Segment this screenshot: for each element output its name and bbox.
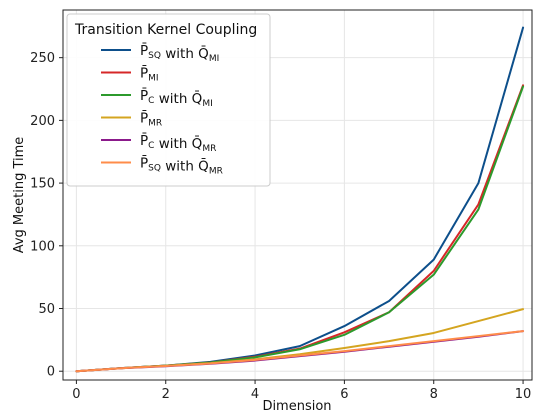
- y-tick-label: 150: [30, 177, 55, 192]
- legend-label-3: P̄MR: [140, 109, 162, 128]
- y-tick-label: 100: [30, 239, 55, 254]
- x-tick-label: 10: [515, 387, 532, 402]
- series-line-5: [75, 330, 525, 373]
- legend-title: Transition Kernel Coupling: [74, 22, 257, 38]
- y-tick-label: 200: [30, 114, 55, 129]
- legend-label-5: P̄SQ with Q̄MR: [140, 154, 223, 176]
- y-tick-label: 0: [47, 365, 55, 380]
- x-axis-label: Dimension: [262, 399, 331, 414]
- y-tick-label: 250: [30, 51, 55, 66]
- legend: Transition Kernel Coupling P̄SQ with Q̄M…: [66, 13, 271, 187]
- x-axis: 0 2 4 6 8 10: [72, 380, 531, 402]
- y-axis-label: Avg Meeting Time: [12, 137, 27, 254]
- y-axis: 0 50 100 150 200 250: [30, 51, 63, 380]
- x-tick-label: 4: [251, 387, 259, 402]
- x-tick-label: 6: [340, 387, 348, 402]
- series-lines: [75, 26, 525, 373]
- legend-box: [66, 13, 271, 187]
- y-tick-label: 50: [38, 302, 55, 317]
- legend-label-2: P̄C with Q̄MI: [140, 87, 213, 109]
- legend-entries: P̄SQ with Q̄MIP̄MI P̄C with Q̄MIP̄MR P̄C w…: [101, 42, 223, 177]
- x-tick-label: 2: [162, 387, 170, 402]
- legend-label-4: P̄C with Q̄MR: [140, 132, 216, 154]
- legend-label-1: P̄MI: [140, 64, 159, 83]
- x-tick-label: 8: [430, 387, 438, 402]
- legend-label-0: P̄SQ with Q̄MI: [140, 42, 219, 64]
- x-tick-label: 0: [72, 387, 80, 402]
- plot-frame: [62, 9, 533, 381]
